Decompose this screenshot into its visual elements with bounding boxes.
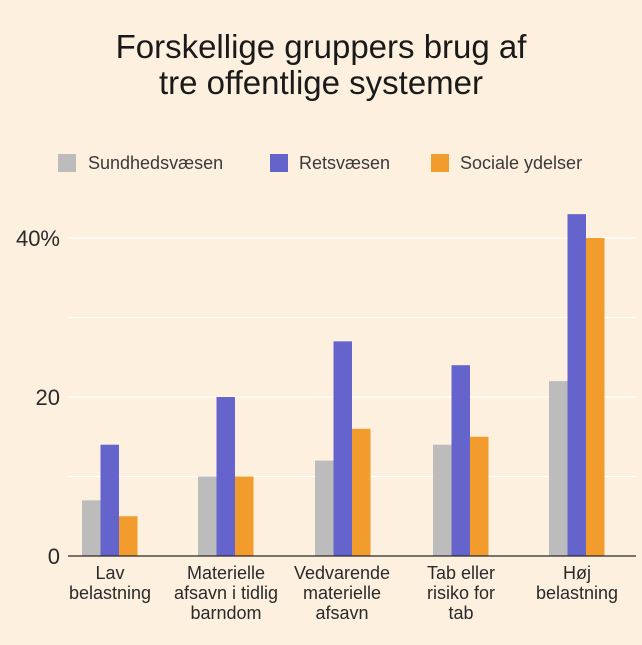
bar-5-sociale-ydelser (586, 238, 605, 556)
legend: Sundhedsvæsen Retsvæsen Sociale ydelser (58, 153, 582, 173)
bar-4-sundhedsv-sen (433, 444, 452, 556)
bars (82, 214, 605, 556)
legend-label-2: Retsvæsen (299, 153, 390, 173)
bar-1-sundhedsv-sen (82, 500, 101, 556)
bar-4-sociale-ydelser (470, 436, 489, 556)
title-line-1: Forskellige gruppers brug af (116, 28, 528, 65)
x-category-label-1-line-1: Lav (95, 563, 124, 583)
x-category-label-2-line-2: afsavn i tidlig (174, 583, 278, 603)
bar-4-retsv-sen (451, 365, 470, 556)
x-category-label-4-line-3: tab (448, 603, 473, 623)
legend-swatch-1 (58, 154, 76, 172)
y-tick-label-3: 40% (16, 226, 60, 251)
y-tick-label-1: 0 (48, 544, 60, 569)
x-category-label-5-line-1: Høj (563, 563, 591, 583)
y-tick-label-2: 20 (36, 385, 60, 410)
bar-1-retsv-sen (100, 444, 119, 556)
legend-label-3: Sociale ydelser (460, 153, 582, 173)
x-category-label-5-line-2: belastning (536, 583, 618, 603)
bar-2-sociale-ydelser (235, 476, 254, 556)
title-line-2: tre offentlige systemer (159, 64, 483, 101)
x-category-label-1-line-2: belastning (69, 583, 151, 603)
x-category-label-4-line-2: risiko for (427, 583, 495, 603)
x-category-label-3-line-1: Vedvarende (294, 563, 390, 583)
bar-3-sundhedsv-sen (315, 460, 334, 556)
bar-1-sociale-ydelser (119, 516, 138, 556)
bar-2-sundhedsv-sen (198, 476, 217, 556)
bar-3-retsv-sen (333, 341, 352, 556)
x-category-label-3-line-2: materielle (303, 583, 381, 603)
legend-label-1: Sundhedsvæsen (88, 153, 223, 173)
x-category-label-3-line-3: afsavn (315, 603, 368, 623)
legend-swatch-2 (270, 154, 288, 172)
x-category-label-2-line-1: Materielle (187, 563, 265, 583)
x-category-label-4-line-1: Tab eller (427, 563, 495, 583)
bar-5-sundhedsv-sen (549, 381, 568, 556)
x-category-label-2-line-3: barndom (190, 603, 261, 623)
legend-swatch-3 (431, 154, 449, 172)
bar-3-sociale-ydelser (352, 428, 371, 556)
bar-5-retsv-sen (567, 214, 586, 556)
bar-2-retsv-sen (216, 397, 235, 556)
